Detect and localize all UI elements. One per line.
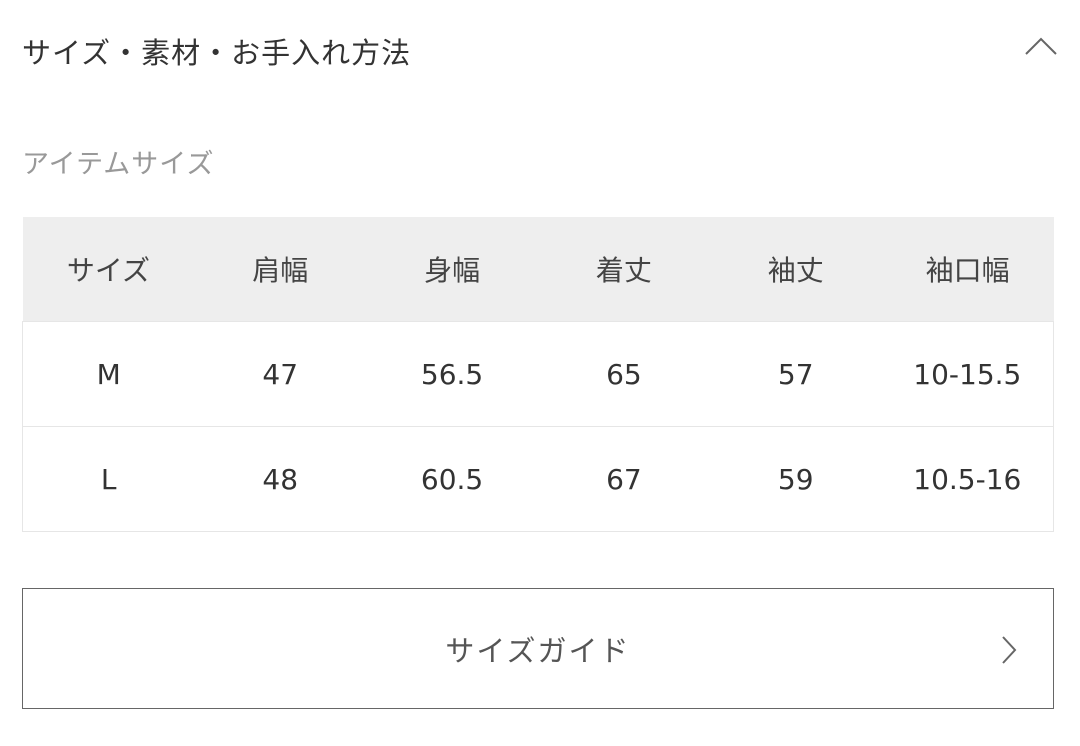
chevron-right-icon [1002, 636, 1017, 664]
table-row: L 48 60.5 67 59 10.5-16 [22, 426, 1054, 532]
header-cell: サイズ [66, 254, 150, 287]
table-cell: 56.5 [420, 357, 484, 391]
table-cell: 60.5 [420, 462, 484, 496]
size-guide-label: サイズガイド [445, 633, 631, 668]
table-cell: 65 [606, 357, 642, 391]
size-table: サイズ 肩幅 身幅 着丈 袖丈 袖口幅 M 47 56.5 65 57 10-1… [22, 217, 1054, 532]
table-cell: 57 [777, 357, 814, 391]
header-cell: 袖丈 [767, 254, 824, 287]
item-size-title: アイテムサイズ [22, 149, 215, 180]
table-cell: 67 [606, 462, 642, 496]
table-cell: 10-15.5 [913, 357, 1022, 391]
table-cell: 10.5-16 [913, 462, 1022, 496]
table-cell: M [96, 357, 121, 391]
table-cell: 59 [777, 462, 814, 496]
header-cell: 身幅 [424, 254, 481, 287]
header-cell: 着丈 [595, 254, 652, 287]
chevron-up-icon[interactable] [1024, 36, 1058, 56]
table-cell: L [100, 462, 117, 496]
table-header-row: サイズ 肩幅 身幅 着丈 袖丈 袖口幅 [22, 217, 1054, 322]
table-row: M 47 56.5 65 57 10-15.5 [22, 321, 1054, 427]
header-cell: 肩幅 [252, 254, 309, 287]
table-cell: 48 [262, 462, 299, 496]
size-guide-button[interactable]: サイズガイド [22, 588, 1054, 709]
table-cell: 47 [262, 357, 299, 391]
header-cell: 袖口幅 [925, 254, 1010, 287]
section-title: サイズ・素材・お手入れ方法 [22, 36, 412, 70]
